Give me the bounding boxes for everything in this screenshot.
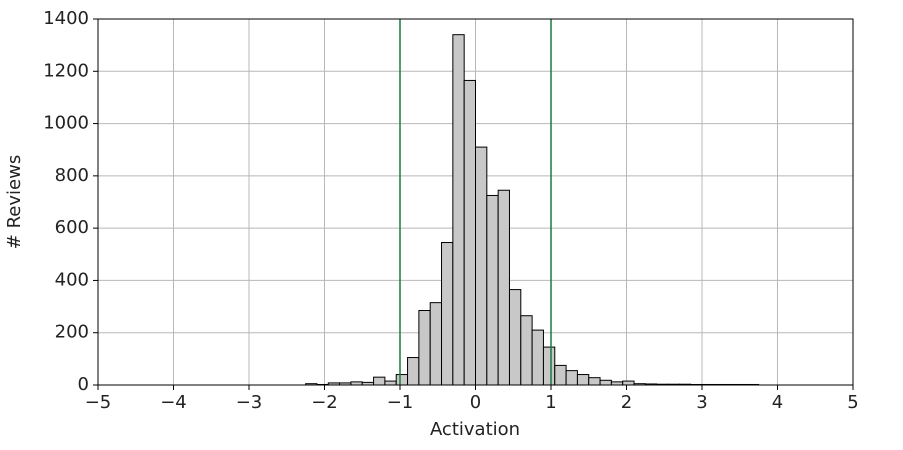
bar	[463, 79, 476, 386]
bar	[486, 194, 499, 386]
x-tick-label: 3	[696, 392, 707, 413]
x-tick-label: 1	[545, 392, 556, 413]
y-tick-label: 0	[78, 374, 89, 395]
bar	[622, 380, 635, 386]
y-tick-label: 1000	[43, 113, 89, 134]
x-tick-label: −1	[387, 392, 414, 413]
bar	[373, 376, 386, 386]
bar	[384, 380, 397, 386]
x-axis-label: Activation	[430, 419, 520, 440]
x-tick-label: −3	[236, 392, 263, 413]
bar	[475, 146, 488, 386]
y-tick-label: 1200	[43, 60, 89, 81]
x-tick-label: −5	[85, 392, 112, 413]
bar	[452, 34, 465, 386]
x-tick-label: 0	[470, 392, 481, 413]
y-axis-label: # Reviews	[4, 155, 25, 249]
y-tick-label: 200	[55, 322, 89, 343]
bar	[554, 364, 567, 386]
bar	[565, 370, 578, 386]
bar	[418, 309, 431, 386]
y-tick-label: 400	[55, 269, 89, 290]
bar	[520, 315, 533, 386]
bar	[429, 302, 443, 386]
y-tick-label: 800	[55, 165, 89, 186]
x-tick-label: 2	[621, 392, 632, 413]
x-tick-label: 5	[847, 392, 858, 413]
x-tick-label: 4	[772, 392, 783, 413]
bar	[542, 346, 556, 386]
bar	[531, 329, 544, 386]
bar	[599, 379, 612, 386]
y-tick-label: 600	[55, 217, 89, 238]
x-tick-label: −2	[311, 392, 338, 413]
x-tick-label: −4	[160, 392, 187, 413]
bar	[588, 377, 601, 386]
bar	[508, 289, 522, 386]
bar	[497, 189, 510, 386]
plot-frame	[97, 18, 854, 386]
bar	[407, 357, 420, 386]
bar	[576, 374, 590, 386]
y-tick-label: 1400	[43, 8, 89, 29]
bar	[395, 374, 409, 386]
bar	[441, 242, 454, 386]
